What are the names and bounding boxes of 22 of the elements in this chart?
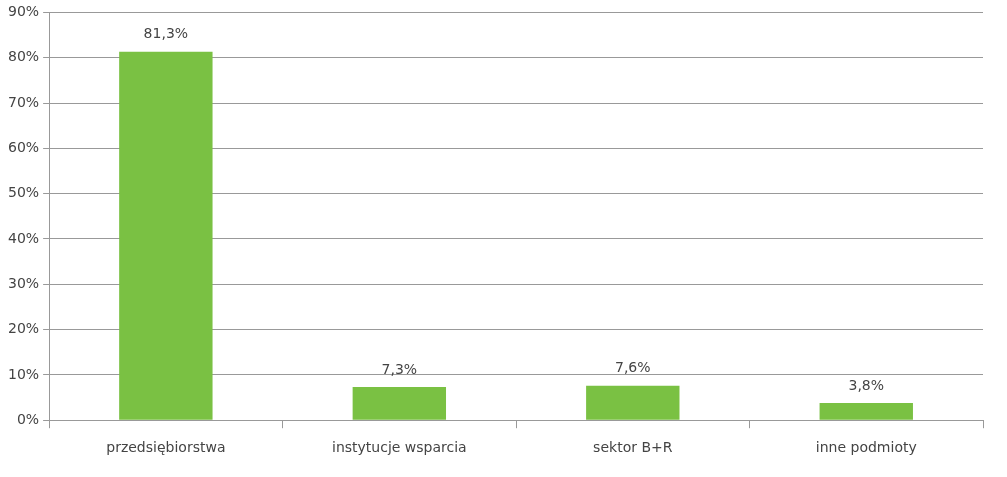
y-tick-label: 10% bbox=[7, 365, 40, 382]
y-tick-label: 60% bbox=[7, 138, 40, 155]
bar bbox=[586, 385, 680, 420]
bar bbox=[819, 402, 913, 420]
data-label: 81,3% bbox=[143, 25, 189, 42]
y-tick-label: 40% bbox=[7, 229, 40, 246]
x-tick-label: przedsiębiorstwa bbox=[106, 439, 226, 456]
y-tick-label: 70% bbox=[7, 93, 40, 110]
x-tick-label: inne podmioty bbox=[815, 439, 917, 456]
y-tick-label: 80% bbox=[7, 48, 40, 65]
data-label: 7,6% bbox=[615, 359, 651, 376]
bar bbox=[119, 51, 213, 420]
x-tick-label: instytucje wsparcia bbox=[331, 439, 467, 456]
y-tick-label: 20% bbox=[7, 320, 40, 337]
data-label: 3,8% bbox=[848, 376, 885, 393]
data-label: 7,3% bbox=[381, 360, 418, 377]
y-tick-label: 50% bbox=[7, 184, 40, 201]
y-tick-label: 0% bbox=[16, 410, 40, 427]
bar bbox=[352, 387, 447, 420]
y-tick-label: 90% bbox=[7, 3, 40, 20]
y-tick-label: 30% bbox=[7, 274, 40, 291]
x-tick-label: sektor B+R bbox=[593, 439, 673, 456]
